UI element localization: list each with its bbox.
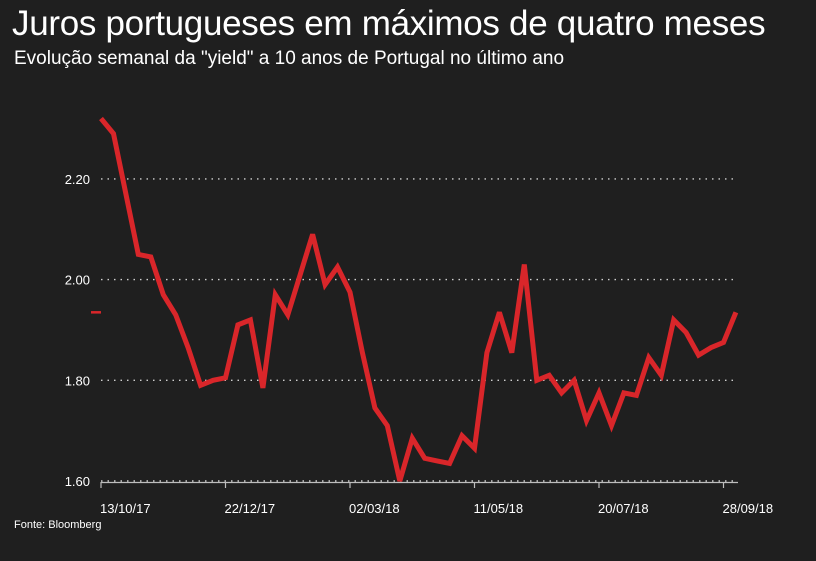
y-tick-label: 2.20 <box>65 172 90 187</box>
x-tick-label: 28/09/18 <box>723 501 774 516</box>
x-tick-label: 11/05/18 <box>474 501 524 516</box>
series-line <box>99 116 739 482</box>
y-tick-label: 1.80 <box>65 373 90 388</box>
x-tick-label: 20/07/18 <box>598 501 649 516</box>
x-tick-label: 02/03/18 <box>349 501 400 516</box>
chart-source: Fonte: Bloomberg <box>14 519 102 531</box>
y-tick-label: 1.60 <box>65 474 90 489</box>
y-tick-label: 2.00 <box>65 273 90 288</box>
x-tick-label: 22/12/17 <box>225 501 276 516</box>
chart-subtitle: Evolução semanal da "yield" a 10 anos de… <box>14 48 565 69</box>
chart-title: Juros portugueses em máximos de quatro m… <box>12 4 766 43</box>
x-tick-label: 13/10/17 <box>100 501 151 516</box>
